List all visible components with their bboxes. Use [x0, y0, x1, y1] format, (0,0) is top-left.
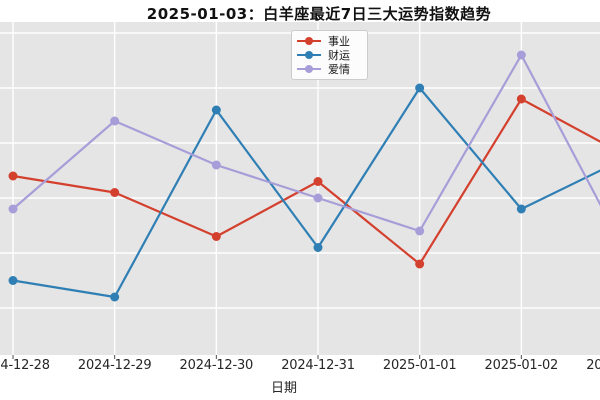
legend-item-love: 爱情 — [296, 62, 367, 76]
data-point-love — [8, 204, 18, 214]
x-tick-label: 2025-01-02 — [484, 358, 559, 373]
legend: 事业 财运 爱情 — [291, 30, 368, 80]
x-tick-label: 2024-12-31 — [281, 358, 355, 373]
legend-label: 财运 — [328, 49, 350, 62]
data-point-love — [516, 50, 526, 60]
legend-label: 事业 — [328, 35, 350, 48]
data-point-love — [313, 193, 323, 203]
data-point-love — [415, 226, 425, 236]
x-tick-label: 2025-01-01 — [382, 358, 457, 373]
data-point-career — [415, 259, 425, 269]
legend-item-career: 事业 — [296, 34, 367, 48]
x-tick-label: 2024-12-30 — [179, 358, 254, 373]
data-point-career — [211, 232, 221, 241]
legend-label: 爱情 — [328, 63, 350, 76]
data-point-career — [516, 94, 526, 104]
data-point-wealth — [8, 276, 18, 285]
data-point-wealth — [211, 105, 221, 115]
legend-item-wealth: 财运 — [296, 48, 367, 62]
chart-title: 2025-01-03：白羊座最近7日三大运势指数趋势 — [146, 5, 492, 23]
data-point-love — [211, 160, 221, 170]
x-tick-label: 2025-01-03 — [586, 358, 600, 373]
x-axis-title: 日期 — [270, 381, 298, 396]
data-point-wealth — [415, 83, 425, 93]
data-point-wealth — [516, 204, 526, 214]
x-tick-label: 2024-12-28 — [0, 358, 50, 373]
data-point-wealth — [110, 292, 120, 302]
data-point-career — [110, 188, 120, 197]
data-point-wealth — [313, 243, 323, 252]
legend-marker-icon — [297, 51, 321, 59]
data-point-career — [313, 177, 323, 186]
data-point-love — [110, 116, 120, 126]
legend-marker-icon — [297, 37, 321, 45]
x-tick-label: 2024-12-29 — [77, 358, 152, 373]
legend-marker-icon — [297, 65, 321, 73]
data-point-career — [8, 171, 18, 181]
